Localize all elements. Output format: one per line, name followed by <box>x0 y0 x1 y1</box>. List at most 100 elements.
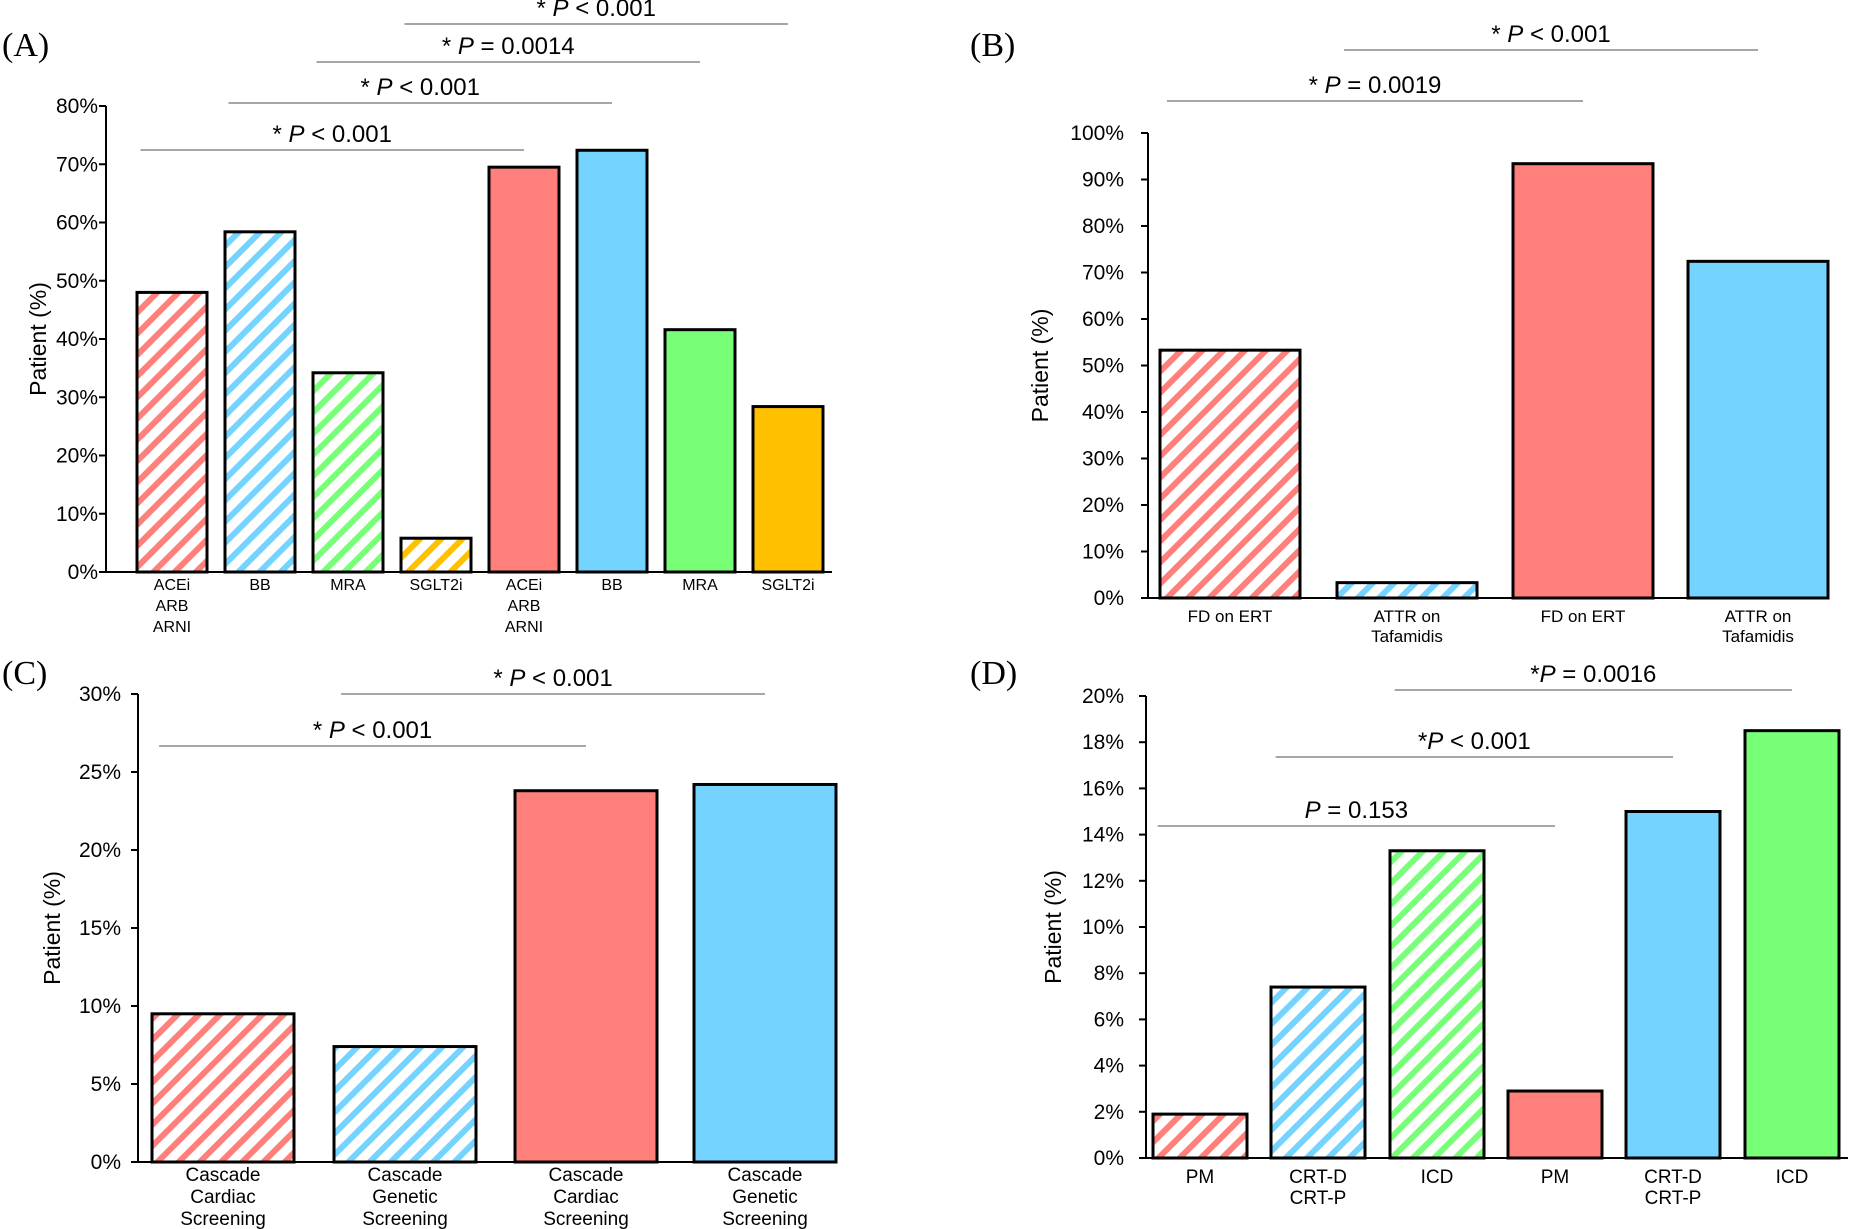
y-tick-label: 60% <box>1082 308 1124 331</box>
p-value-label: * P < 0.001 <box>361 74 480 101</box>
bar <box>1335 581 1479 600</box>
x-category-label: Screening <box>362 1209 448 1229</box>
bar <box>150 1012 296 1164</box>
bar <box>135 290 209 574</box>
x-category-label: ACEi <box>154 577 190 594</box>
y-tick-label: 10% <box>79 995 121 1018</box>
x-category-label: ARB <box>156 598 189 615</box>
significance-star: * <box>493 665 502 692</box>
p-value-text: < 0.001 <box>569 0 656 22</box>
p-value-text: = 0.0014 <box>474 33 575 60</box>
x-category-label: PM <box>1541 1167 1570 1188</box>
x-category-label: CRT-D <box>1289 1167 1347 1188</box>
y-tick-label: 5% <box>91 1073 121 1096</box>
p-value-label: * P < 0.001 <box>313 717 432 744</box>
y-tick-label: 20% <box>56 445 98 468</box>
y-tick-label: 20% <box>1082 685 1124 708</box>
x-category-label: ARNI <box>505 619 543 636</box>
p-symbol: P <box>329 717 345 744</box>
p-value-text: < 0.001 <box>1523 21 1610 48</box>
p-value-label: * P < 0.001 <box>493 665 612 692</box>
y-tick-label: 20% <box>1082 494 1124 517</box>
p-value-label: * P = 0.0014 <box>442 33 575 60</box>
bar <box>1624 810 1722 1160</box>
bar <box>1506 1089 1604 1160</box>
x-category-label: Tafamidis <box>1722 627 1794 646</box>
bar <box>399 536 473 574</box>
bar <box>487 165 561 574</box>
x-category-label: Cascade <box>549 1165 624 1186</box>
y-tick-label: 40% <box>1082 401 1124 424</box>
y-tick-label: 18% <box>1082 731 1124 754</box>
x-category-label: ATTR on <box>1725 607 1792 626</box>
bar <box>1388 849 1486 1160</box>
bar <box>332 1045 478 1164</box>
x-category-label: Screening <box>722 1209 808 1229</box>
y-tick-label: 90% <box>1082 169 1124 192</box>
chart-panel-4: (D) 0% 2% 4% 6% 8% 10% 12% 14% 16% 18% 20% Patient (… <box>970 655 1848 1209</box>
x-category-label: FD on ERT <box>1188 607 1273 626</box>
p-value-text: < 0.001 <box>525 665 612 692</box>
significance-star: * <box>361 74 370 101</box>
bar <box>1151 1112 1249 1160</box>
bar <box>663 328 737 574</box>
x-category-label: SGLT2i <box>409 577 462 594</box>
y-tick-label: 0% <box>1094 587 1124 610</box>
bar <box>311 371 385 574</box>
bar <box>1743 729 1841 1160</box>
x-category-label: PM <box>1186 1167 1215 1188</box>
chart-panel-2: (B) 0% 10% 20% 30% 40% 50% 60% 70% 80% 90% 100% Pati… <box>970 21 1830 646</box>
x-category-label: Genetic <box>732 1187 797 1208</box>
p-symbol: P <box>1427 728 1443 755</box>
x-category-label: Cascade <box>368 1165 443 1186</box>
x-category-label: ACEi <box>506 577 542 594</box>
y-tick-label: 10% <box>1082 541 1124 564</box>
p-value-label: * P < 0.001 <box>537 0 656 22</box>
bar <box>751 405 825 574</box>
y-tick-label: 50% <box>56 270 98 293</box>
bar <box>1269 985 1367 1160</box>
x-category-label: Tafamidis <box>1371 627 1443 646</box>
x-category-label: Genetic <box>372 1187 437 1208</box>
bar <box>575 148 649 574</box>
y-tick-label: 6% <box>1094 1008 1124 1031</box>
x-category-label: ATTR on <box>1374 607 1441 626</box>
x-category-label: ICD <box>1421 1167 1454 1188</box>
y-tick-label: 40% <box>56 328 98 351</box>
p-value-text: = 0.0016 <box>1556 661 1657 688</box>
p-symbol: P <box>1507 21 1523 48</box>
p-value-text: = 0.0019 <box>1341 72 1442 99</box>
p-value-label: *P < 0.001 <box>1418 728 1531 755</box>
x-category-label: CRT-D <box>1644 1167 1702 1188</box>
x-category-label: Cascade <box>728 1165 803 1186</box>
y-axis-label: Patient (%) <box>1040 870 1066 984</box>
p-value-text: < 0.001 <box>393 74 480 101</box>
y-tick-label: 10% <box>1082 916 1124 939</box>
y-tick-label: 8% <box>1094 962 1124 985</box>
p-value-label: * P = 0.0019 <box>1309 72 1442 99</box>
panel-letter: (B) <box>970 27 1015 64</box>
panel-letter: (D) <box>970 655 1017 692</box>
significance-star: * <box>1309 72 1318 99</box>
y-tick-label: 70% <box>56 153 98 176</box>
y-tick-label: 25% <box>79 761 121 784</box>
bar <box>1511 162 1655 600</box>
significance-star: * <box>537 0 546 22</box>
x-category-label: SGLT2i <box>761 577 814 594</box>
y-tick-label: 100% <box>1070 122 1124 145</box>
bar <box>513 789 659 1164</box>
bar <box>1686 259 1830 600</box>
x-category-label: BB <box>601 577 622 594</box>
y-tick-label: 16% <box>1082 777 1124 800</box>
p-symbol: P <box>1540 661 1556 688</box>
significance-star: * <box>273 121 282 148</box>
significance-star: * <box>1530 661 1539 688</box>
p-value-label: * P < 0.001 <box>273 121 392 148</box>
y-tick-label: 60% <box>56 212 98 235</box>
x-category-label: Cardiac <box>190 1187 255 1208</box>
y-axis-label: Patient (%) <box>39 871 65 985</box>
p-value-text: = 0.153 <box>1321 797 1408 824</box>
x-category-label: ARNI <box>153 619 191 636</box>
p-value-label: *P = 0.0016 <box>1530 661 1656 688</box>
